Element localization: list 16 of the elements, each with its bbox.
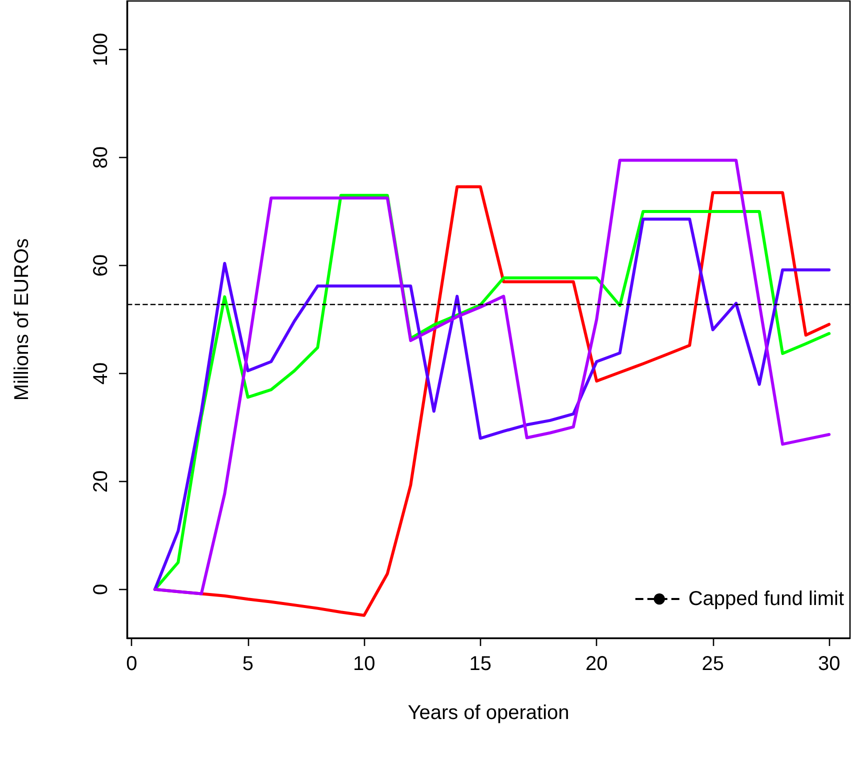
y-tick-label: 60 [90, 254, 112, 277]
y-tick-label: 80 [90, 146, 112, 169]
x-axis-title: Years of operation [408, 702, 570, 724]
x-tick-label: 25 [702, 653, 724, 675]
y-tick-label: 0 [90, 584, 112, 595]
x-tick-label: 0 [126, 653, 138, 675]
x-tick-label: 10 [353, 653, 376, 675]
y-tick-label: 20 [90, 470, 112, 493]
x-tick-label: 15 [469, 653, 492, 675]
x-tick-label: 30 [818, 653, 840, 675]
legend-label: Capped fund limit [688, 588, 844, 610]
y-tick-label: 40 [90, 362, 112, 385]
x-tick-label: 5 [242, 653, 254, 675]
x-tick-label: 20 [585, 653, 608, 675]
y-axis-title: Millions of EUROs [11, 238, 33, 401]
y-tick-label: 100 [90, 32, 112, 66]
